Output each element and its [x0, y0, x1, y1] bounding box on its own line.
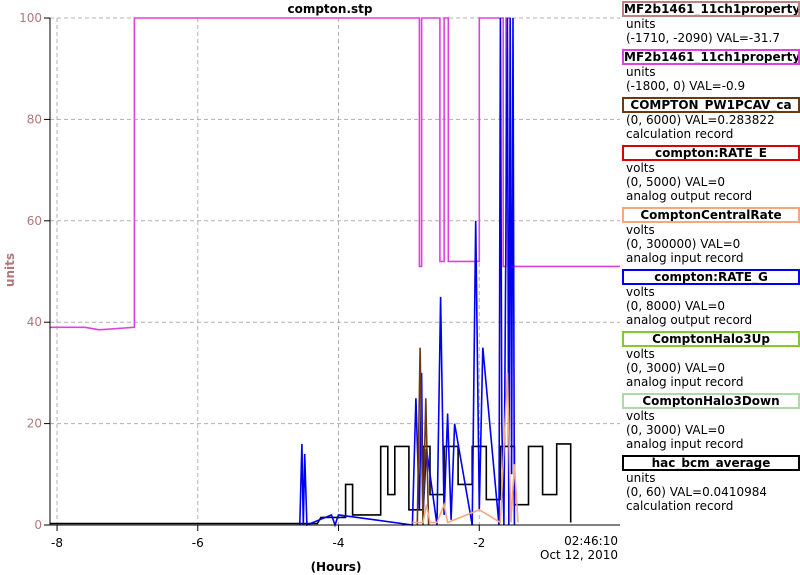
- legend-detail: (0, 6000) VAL=0.283822: [626, 113, 775, 127]
- series-comptoncentralrate: [412, 372, 519, 524]
- legend-detail: (0, 3000) VAL=0: [626, 423, 726, 437]
- y-tick-label: 0: [34, 518, 42, 532]
- legend-detail: (0, 5000) VAL=0: [626, 175, 726, 189]
- x-tick-label: -6: [192, 536, 204, 550]
- timestamp-time: 02:46:10: [564, 534, 618, 548]
- legend-detail: (0, 8000) VAL=0: [626, 299, 726, 313]
- legend-detail: analog output record: [626, 189, 753, 203]
- legend-detail: units: [626, 17, 656, 31]
- legend-detail: units: [626, 471, 656, 485]
- y-tick-label: 40: [27, 315, 42, 329]
- legend-pv-name[interactable]: compton:RATE_E: [622, 145, 800, 161]
- x-tick-label: -4: [333, 536, 345, 550]
- y-tick-label: 100: [19, 11, 42, 25]
- legend-pv-name[interactable]: compton:RATE_G: [622, 269, 800, 285]
- legend-pv-name[interactable]: COMPTON_PW1PCAV_ca: [622, 97, 800, 113]
- legend-detail: volts: [626, 223, 655, 237]
- y-tick-label: 80: [27, 112, 42, 126]
- legend-detail: volts: [626, 409, 655, 423]
- legend-detail: volts: [626, 285, 655, 299]
- legend-detail: analog output record: [626, 313, 753, 327]
- legend-detail: analog input record: [626, 437, 744, 451]
- legend-pv-name[interactable]: ComptonHalo3Up: [622, 331, 800, 347]
- legend-detail: analog input record: [626, 375, 744, 389]
- legend-pv-name[interactable]: MF2b1461_11ch1property.E: [622, 49, 800, 65]
- legend-detail: calculation record: [626, 127, 734, 141]
- legend-detail: volts: [626, 161, 655, 175]
- series-compton-rate-g: [299, 17, 516, 528]
- timestamp-date: Oct 12, 2010: [540, 548, 618, 562]
- y-tick-label: 60: [27, 214, 42, 228]
- y-tick-label: 20: [27, 417, 42, 431]
- legend-detail: units: [626, 65, 656, 79]
- legend-pv-name[interactable]: MF2b1461_11ch1property.F: [622, 1, 800, 17]
- legend-detail: (0, 60) VAL=0.0410984: [626, 485, 767, 499]
- x-tick-label: -8: [51, 536, 63, 550]
- chart: compton.stp units 0 20 40 60 80 100 -8 -6 -4 -2 0…: [3, 2, 620, 574]
- y-axis-label: units: [3, 253, 17, 287]
- x-tick-label: -2: [473, 536, 485, 550]
- legend-detail: (-1710, -2090) VAL=-31.7: [626, 31, 780, 45]
- legend-pv-name[interactable]: hac_bcm_average: [622, 455, 800, 471]
- legend-pv-name[interactable]: ComptonCentralRate: [622, 207, 800, 223]
- legend-detail: analog input record: [626, 251, 744, 265]
- legend-detail: calculation record: [626, 499, 734, 513]
- chart-title: compton.stp: [287, 2, 372, 16]
- legend-detail: volts: [626, 347, 655, 361]
- x-axis-label: (Hours): [311, 560, 362, 574]
- legend-detail: (0, 3000) VAL=0: [626, 361, 726, 375]
- legend-detail: (-1800, 0) VAL=-0.9: [626, 79, 746, 93]
- legend-detail: (0, 300000) VAL=0: [626, 237, 741, 251]
- legend-pv-name[interactable]: ComptonHalo3Down: [622, 393, 800, 409]
- series-mf2b1461-11ch1property-e: [50, 17, 620, 331]
